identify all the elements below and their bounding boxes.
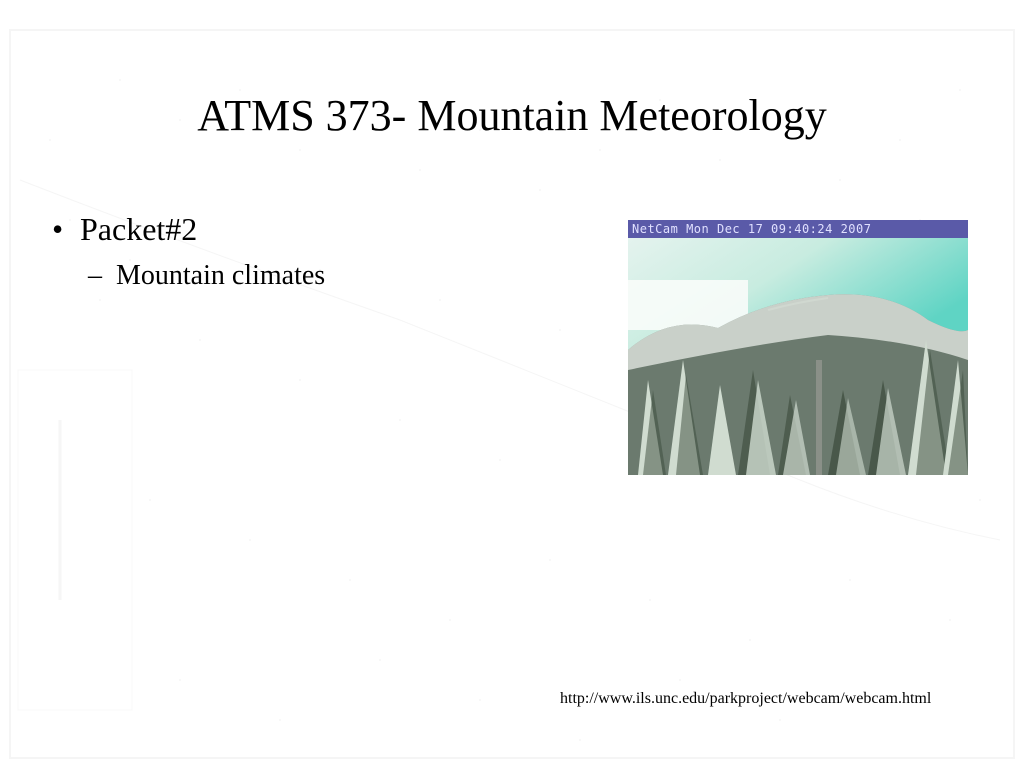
webcam-timestamp-overlay: NetCam Mon Dec 17 09:40:24 2007 bbox=[628, 220, 968, 238]
slide-container: ATMS 373- Mountain Meteorology Packet#2 … bbox=[0, 0, 1024, 768]
citation-url: http://www.ils.unc.edu/parkproject/webca… bbox=[560, 690, 931, 708]
webcam-scene bbox=[628, 220, 968, 475]
webcam-image-figure: NetCam Mon Dec 17 09:40:24 2007 bbox=[628, 220, 968, 475]
slide-title: ATMS 373- Mountain Meteorology bbox=[60, 90, 964, 141]
